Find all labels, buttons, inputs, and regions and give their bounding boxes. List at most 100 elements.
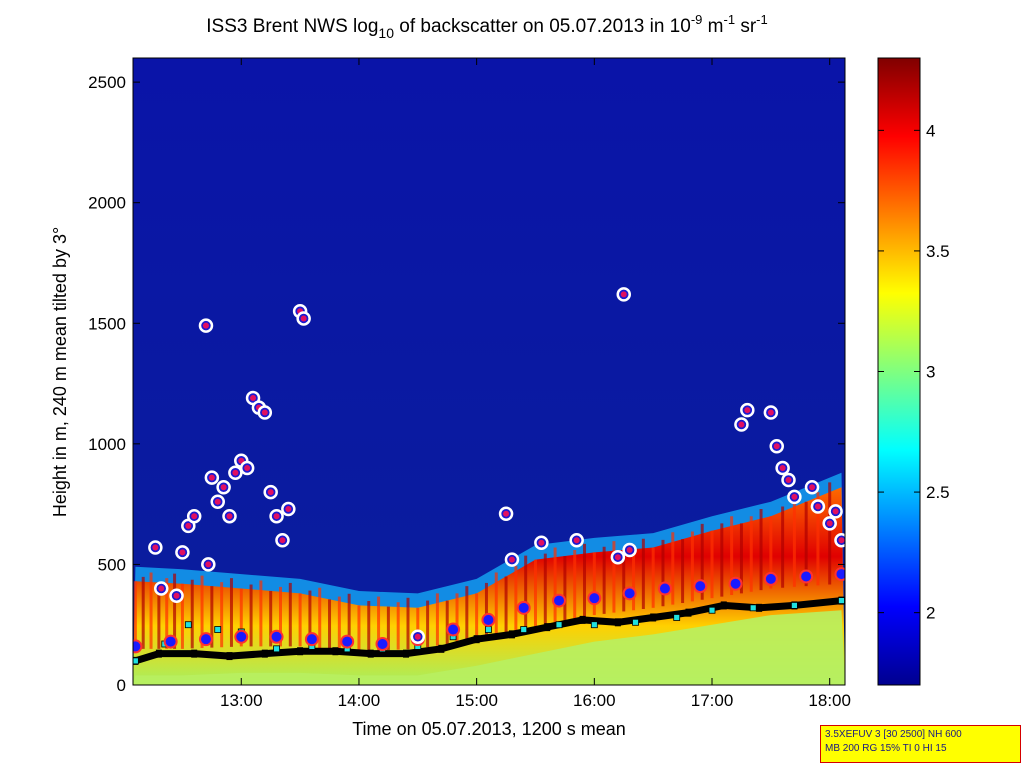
cyan-square-point (708, 606, 716, 614)
mixing-height-point (508, 630, 515, 639)
cyan-square-point (749, 604, 757, 612)
cloud-detection-core (826, 520, 833, 527)
x-axis-label: Time on 05.07.2013, 1200 s mean (352, 719, 626, 739)
cloud-detection-core (208, 474, 215, 481)
detection-marks (133, 287, 845, 665)
mixing-height-point (544, 623, 551, 632)
info-line-1: 3.5XEFUV 3 [30 2500] NH 600 (825, 729, 962, 740)
cyan-square-point (838, 597, 845, 604)
cloud-detection-core (620, 291, 627, 298)
blue-dot-point (133, 639, 143, 654)
mixing-height-point (191, 649, 198, 658)
mixing-height-point (226, 652, 233, 661)
cloud-detection-core (773, 443, 780, 450)
cloud-detection-core (626, 546, 633, 553)
blue-dot-point (481, 612, 496, 627)
cloud-detection-core (152, 544, 159, 551)
mixing-height-point (614, 618, 621, 627)
blue-dot-point (304, 632, 319, 647)
cloud-detection-core (300, 315, 307, 322)
blue-dot-point (516, 600, 531, 615)
mixing-height-point (685, 608, 692, 617)
cloud-detection-core (508, 556, 515, 563)
mixing-height-point (438, 644, 445, 653)
cloud-detection-core (838, 537, 845, 544)
colorbar-tick-label: 2.5 (926, 483, 950, 502)
mixing-height-point (332, 647, 339, 656)
blue-dot-point (799, 569, 814, 584)
cloud-detection-core (779, 464, 786, 471)
info-line-2: MB 200 RG 15% TI 0 HI 15 (825, 743, 947, 754)
x-tick-label: 18:00 (808, 691, 851, 710)
blue-dot-point (622, 586, 637, 601)
cloud-detection-core (202, 322, 209, 329)
cyan-square-point (555, 621, 563, 629)
y-tick-label: 2000 (88, 194, 126, 213)
blue-dot-point (657, 581, 672, 596)
cloud-detection-core (767, 409, 774, 416)
cloud-detection-core (538, 539, 545, 546)
cloud-detection-core (814, 503, 821, 510)
colorbar (877, 57, 921, 686)
cloud-detection-core (158, 585, 165, 592)
blue-dot-point (198, 632, 213, 647)
cyan-square-point (632, 618, 639, 626)
cloud-detection-core (832, 508, 839, 515)
cloud-detection-core (279, 537, 286, 544)
cloud-detection-core (503, 510, 510, 517)
mixing-height-point (261, 649, 268, 658)
x-tick-label: 13:00 (220, 691, 263, 710)
mixing-height-point (720, 601, 727, 610)
cyan-square-point (184, 621, 192, 629)
cyan-square-point (590, 621, 598, 629)
cyan-square-point (485, 626, 492, 633)
cloud-detection-core (785, 477, 792, 484)
mixing-height-point (367, 649, 374, 658)
y-tick-label: 1000 (88, 435, 126, 454)
blue-dot-point (587, 591, 602, 606)
cloud-detection-core (185, 522, 192, 529)
near-ground-field (133, 610, 845, 685)
cyan-square-point (790, 602, 798, 609)
y-tick-label: 500 (98, 555, 126, 574)
blue-dot-point (163, 634, 178, 649)
cyan-square-point (673, 614, 681, 621)
y-tick-label: 0 (117, 676, 126, 695)
cloud-detection-core (267, 489, 274, 496)
plot-area (133, 58, 845, 685)
cloud-detection-core (261, 409, 268, 416)
cyan-square-point (520, 626, 528, 633)
cloud-detection-core (744, 407, 751, 414)
cloud-detection-core (173, 592, 180, 599)
mixing-height-point (650, 613, 657, 622)
cloud-detection-core (809, 484, 816, 491)
colorbar-tick-label: 3 (926, 363, 935, 382)
cloud-detection-core (226, 513, 233, 520)
y-axis: 0 500 1000 1500 2000 2500 (88, 73, 845, 695)
blue-dot-point (269, 629, 284, 644)
plot-frame (132, 57, 846, 686)
blue-dot-point (446, 622, 461, 637)
blue-dot-point (375, 637, 390, 652)
blue-dot-point (552, 593, 567, 608)
cloud-detection-core (232, 469, 239, 476)
cloud-detection-core (791, 493, 798, 500)
cloud-detection-core (285, 505, 292, 512)
blue-dot-point (834, 567, 845, 582)
mixing-height-point (473, 635, 480, 644)
colorbar-tick-label: 4 (926, 121, 935, 140)
x-tick-label: 14:00 (338, 691, 381, 710)
mixing-height-point (756, 603, 763, 612)
y-axis-label: Height in m, 240 m mean tilted by 3° (50, 227, 70, 517)
mixing-height-point (579, 615, 586, 624)
cloud-detection-core (244, 464, 251, 471)
cloud-detection-core (573, 537, 580, 544)
x-tick-label: 16:00 (573, 691, 616, 710)
blue-dot-point (693, 579, 708, 594)
blue-dot-point (763, 571, 778, 586)
blue-dot-point (728, 576, 743, 591)
mixing-height-point (297, 647, 304, 656)
x-tick-label: 15:00 (455, 691, 498, 710)
processing-info-box: 3.5XEFUV 3 [30 2500] NH 600 MB 200 RG 15… (820, 725, 1021, 763)
